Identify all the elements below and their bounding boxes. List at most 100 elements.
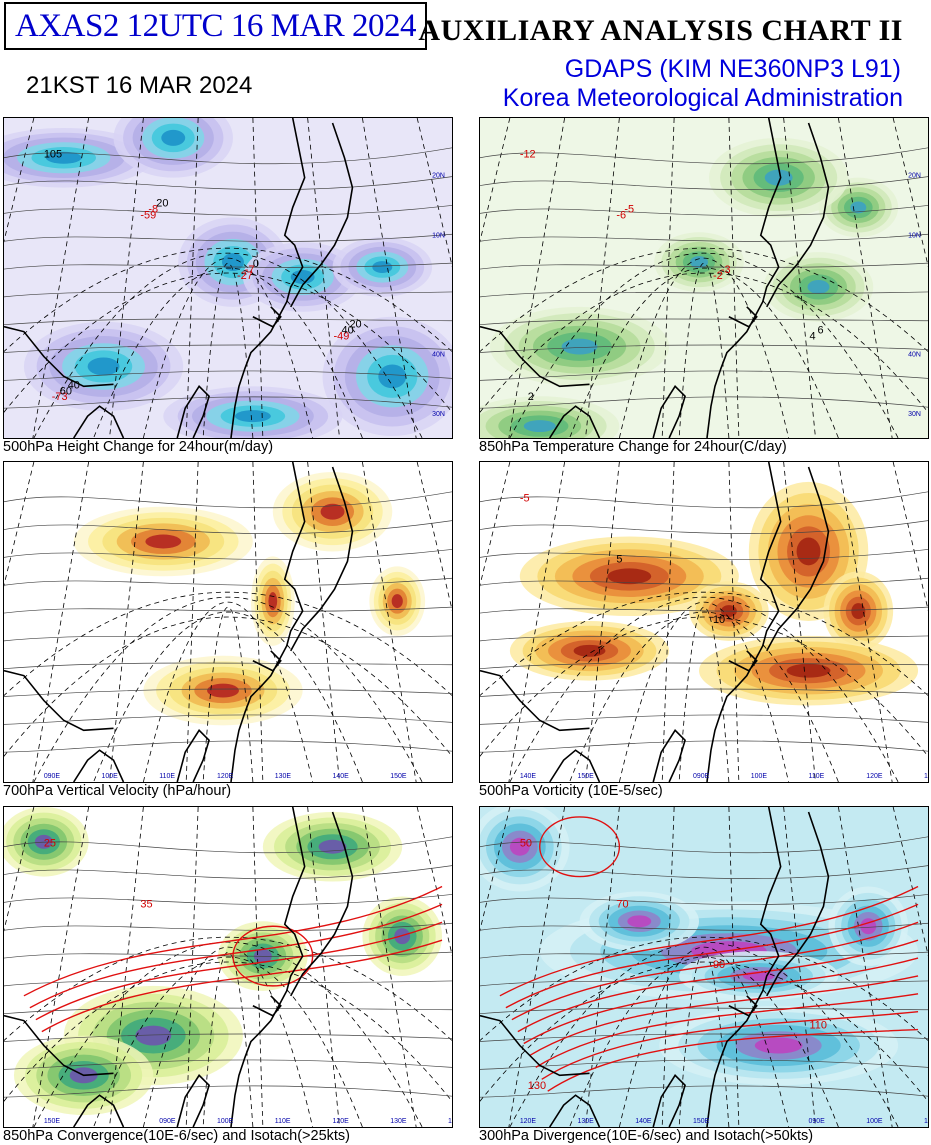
latitude-line	[4, 591, 452, 697]
contour-line	[480, 1085, 928, 1098]
latitude-line	[509, 597, 899, 782]
shaded-field	[290, 270, 315, 284]
latitude-line	[4, 247, 452, 353]
latitude-line	[4, 961, 452, 1102]
contour-line	[480, 233, 928, 242]
map-label: 6	[817, 325, 823, 337]
latitude-line	[93, 267, 363, 438]
shaded-field	[690, 256, 708, 269]
chart-id-title: AXAS2 12UTC 16 MAR 2024	[14, 7, 417, 44]
map-label: 10	[713, 614, 725, 626]
longitude-line	[480, 462, 511, 587]
map-label: 110E	[159, 773, 175, 780]
isotach-line	[539, 816, 621, 878]
contour-line	[480, 1007, 928, 1015]
map-label: 090E	[44, 773, 61, 780]
map-label: 30N	[908, 411, 921, 418]
latitude-line	[569, 956, 839, 1127]
shaded-field	[320, 503, 345, 520]
map-label: 0	[253, 258, 259, 270]
map-label: -3	[721, 264, 731, 276]
latitude-line	[480, 616, 928, 757]
map-panel-vorticity: -5 5 10 090E 100E 110E 120E 130E 140E 150E	[479, 461, 929, 783]
latitude-line	[202, 952, 254, 1127]
contour-line	[4, 836, 452, 854]
isotach-line	[35, 921, 443, 1021]
caption-convergence: 850hPa Convergence(10E-6/sec) and Isotac…	[3, 1128, 350, 1144]
map-panel-convergence: 25 35 090E 100E 110E 120E 130E 140E 150E	[3, 806, 453, 1128]
map-label: 40N	[432, 352, 445, 359]
map-label: 130E	[924, 773, 928, 780]
latitude-line	[509, 253, 899, 438]
coastline	[4, 807, 354, 1127]
contour-line	[480, 836, 928, 854]
latitude-line	[4, 936, 452, 1042]
contour-line	[480, 740, 928, 753]
contour-line	[4, 951, 452, 959]
caption-vertical-velocity: 700hPa Vertical Velocity (hPa/hour)	[3, 783, 232, 799]
map-label: -8	[148, 203, 158, 215]
map-canvas: 090E 100E 110E 120E 130E 140E 150E	[4, 462, 452, 782]
shaded-field	[145, 534, 182, 549]
coastline	[480, 118, 830, 438]
isotach-line	[517, 939, 919, 1033]
contour-line	[4, 396, 452, 409]
map-label: -73	[52, 391, 68, 403]
contour-line	[4, 520, 452, 534]
shaded-field	[45, 151, 82, 164]
latitude-line	[569, 267, 839, 438]
map-label: 70	[616, 898, 628, 910]
shaded-field	[764, 169, 793, 186]
longitude-line	[892, 462, 928, 612]
longitude-line	[32, 807, 90, 1127]
longitude-line	[838, 462, 893, 782]
isotach-line	[511, 921, 919, 1021]
map-label: 20	[349, 319, 361, 331]
map-panel-divergence: 50 70 90 110 130 090E 100E 110E 120E 130E 140E 150E	[479, 806, 929, 1128]
map-label: 105	[44, 149, 62, 161]
caption-divergence: 300hPa Divergence(10E-6/sec) and Isotach…	[479, 1128, 814, 1144]
contour-line	[4, 233, 452, 242]
map-label: 110E	[275, 1118, 291, 1125]
latitude-line	[509, 942, 899, 1127]
shaded-field	[161, 129, 186, 146]
contour-line	[4, 318, 452, 326]
contour-line	[4, 635, 452, 642]
map-label: 30N	[432, 411, 445, 418]
map-label: 25	[44, 838, 56, 850]
latitude-line	[142, 257, 314, 438]
longitude-line	[416, 807, 452, 957]
latitude-line	[618, 946, 790, 1127]
shaded-field	[207, 683, 239, 698]
contour-line	[480, 147, 928, 165]
longitude-line	[892, 118, 928, 268]
map-label: 140E	[520, 773, 537, 780]
coastline	[4, 462, 354, 782]
isotach-line	[499, 885, 919, 997]
contour-line	[4, 370, 452, 381]
contour-line	[480, 318, 928, 326]
latitude-line	[480, 936, 928, 1042]
map-panel-height-change: 105 -59 -27 -49 -73 -8 -7 40 60 20 0 20 40 10N 20N 30N 4…	[3, 117, 453, 439]
shaded-field	[391, 594, 403, 609]
map-label: 35	[140, 898, 152, 910]
contour-line	[4, 688, 452, 697]
contour-line	[480, 176, 928, 190]
caption-height-change: 500hPa Height Change for 24hour(m/day)	[3, 439, 274, 455]
shaded-field	[627, 915, 652, 928]
isotach-line	[505, 903, 919, 1009]
map-label: 2	[528, 391, 534, 403]
contour-line	[480, 344, 928, 353]
map-label: 150E	[693, 1118, 710, 1125]
isotach-line	[535, 993, 919, 1068]
isotach-line	[41, 939, 443, 1033]
contour-line	[480, 662, 928, 670]
contour-line	[480, 980, 928, 987]
shaded-field	[573, 644, 606, 657]
contour-line	[480, 606, 928, 614]
map-label: 50	[520, 838, 532, 850]
contour-line	[480, 1059, 928, 1070]
latitude-line	[142, 946, 314, 1127]
shaded-field	[851, 603, 866, 620]
contour-line	[480, 688, 928, 697]
